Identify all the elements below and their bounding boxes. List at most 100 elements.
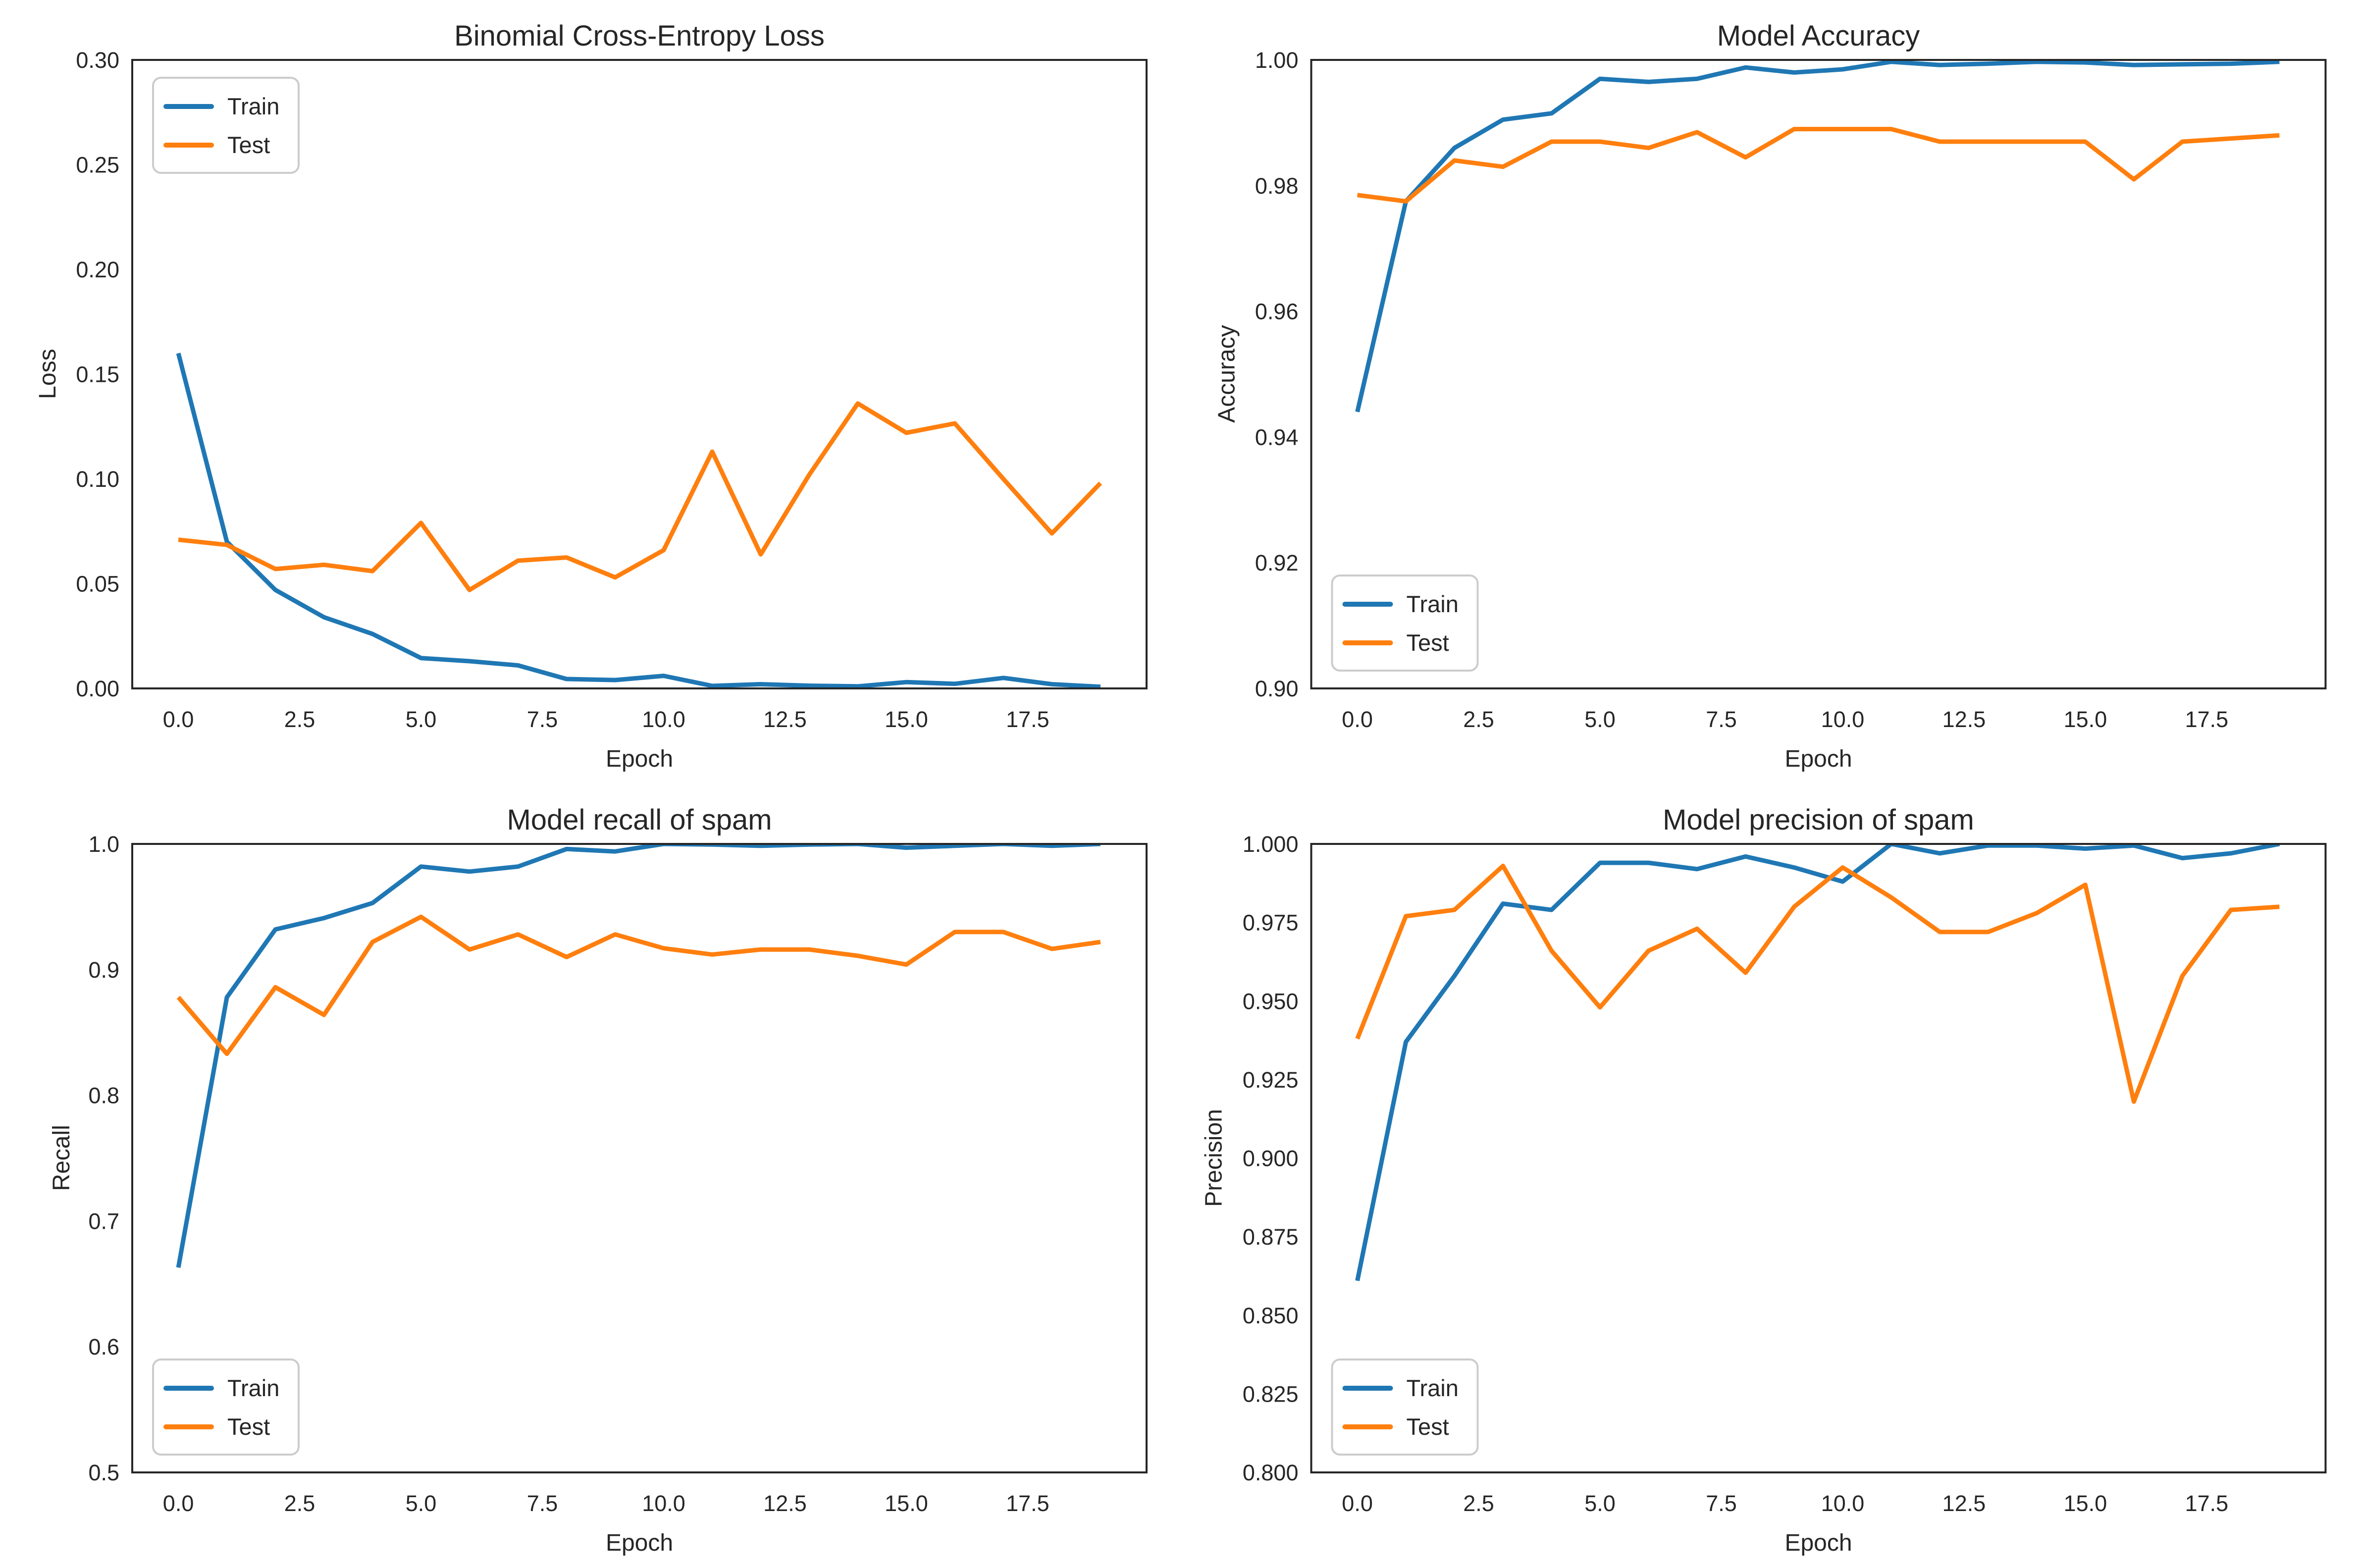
x-tick-label: 0.0 [163,707,194,732]
x-tick-label: 12.5 [1942,1491,1986,1516]
y-axis-label: Precision [1201,1109,1227,1206]
y-tick-label: 0.7 [88,1208,119,1234]
y-tick-label: 1.0 [88,832,119,857]
legend: Train Test [152,1359,300,1456]
x-tick-label: 15.0 [885,1491,928,1516]
x-tick-label: 5.0 [1584,707,1616,732]
loss-chart-quadrant: 0.0 2.5 5.0 7.5 10.0 12.5 15.0 17.5 0.00 0.05 0.10… [0,0,1179,784]
legend-test-label: Test [227,1413,270,1440]
y-axis-label: Recall [49,1125,75,1191]
x-tick-label: 12.5 [763,707,807,732]
axes-frame [1310,843,2327,1473]
accuracy-chart-quadrant: 0.0 2.5 5.0 7.5 10.0 12.5 15.0 17.5 0.90 0.92 0.94… [1179,0,2358,784]
legend-train-label: Train [1407,591,1459,617]
x-tick-label: 10.0 [1821,707,1865,732]
y-axis-label: Loss [35,349,61,399]
test-line [1355,863,2280,1104]
y-tick-label: 0.975 [1243,910,1299,936]
x-tick-label: 5.0 [406,1491,437,1516]
legend-train-label: Train [227,93,279,119]
y-axis-label: Accuracy [1214,325,1240,422]
axes-frame [1310,59,2327,689]
y-tick-label: 0.950 [1243,989,1299,1014]
x-tick-label: 0.0 [1342,707,1373,732]
x-tick-label: 0.0 [163,1491,194,1516]
legend: Train Test [152,77,300,174]
legend: Train Test [1331,1359,1479,1456]
recall-chart-render: 0.0 2.5 5.0 7.5 10.0 12.5 15.0 17.5 0.5 0.6 0.7 0.8… [88,832,1148,1516]
y-tick-label: 0.6 [88,1334,119,1359]
y-tick-label: 0.825 [1243,1381,1299,1407]
x-tick-label: 0.0 [1342,1491,1373,1516]
y-tick-label: 0.30 [76,48,119,73]
x-tick-label: 17.5 [2185,707,2229,732]
x-tick-label: 17.5 [1006,1491,1049,1516]
accuracy-chart: 0.0 2.5 5.0 7.5 10.0 12.5 15.0 17.5 0.90 0.92 0.94… [1214,20,2327,772]
y-tick-label: 0.25 [76,153,119,178]
legend-box [152,1359,300,1456]
y-tick-label: 0.00 [76,676,119,701]
precision-chart-quadrant: 0.0 2.5 5.0 7.5 10.0 12.5 15.0 17.5 0.800 0.825 0.… [1179,784,2358,1568]
precision-chart-render: 0.0 2.5 5.0 7.5 10.0 12.5 15.0 17.5 0.800 0.825 0.… [1243,832,2327,1516]
x-tick-label: 12.5 [763,1491,807,1516]
legend-train-label: Train [227,1375,279,1401]
chart-title: Binomial Cross-Entropy Loss [454,20,825,52]
loss-chart-render: 0.0 2.5 5.0 7.5 10.0 12.5 15.0 17.5 0.00 0.05 0.10… [76,48,1148,732]
x-tick-label: 15.0 [2064,707,2107,732]
legend-box [1331,1359,1479,1456]
x-axis-label: Epoch [1784,1530,1852,1556]
x-tick-label: 7.5 [527,707,558,732]
chart-title: Model Accuracy [1717,20,1920,52]
chart-title: Model precision of spam [1663,804,1974,836]
y-tick-label: 0.9 [88,957,119,983]
y-tick-label: 0.90 [1255,676,1299,701]
y-tick-label: 0.20 [76,257,119,282]
x-tick-label: 12.5 [1942,707,1986,732]
y-tick-label: 1.00 [1255,48,1299,73]
legend-test-label: Test [1407,629,1449,656]
precision-chart: 0.0 2.5 5.0 7.5 10.0 12.5 15.0 17.5 0.800 0.825 0.… [1201,804,2327,1556]
y-tick-label: 0.900 [1243,1146,1299,1171]
train-line [1355,844,2280,1281]
x-axis-label: Epoch [606,1530,673,1556]
x-tick-label: 7.5 [1706,1491,1737,1516]
y-tick-label: 0.94 [1255,424,1299,450]
x-tick-label: 17.5 [2185,1491,2229,1516]
x-tick-label: 5.0 [406,707,437,732]
accuracy-chart-render: 0.0 2.5 5.0 7.5 10.0 12.5 15.0 17.5 0.90 0.92 0.94… [1255,48,2327,732]
loss-chart: 0.0 2.5 5.0 7.5 10.0 12.5 15.0 17.5 0.00 0.05 0.10… [35,20,1148,772]
y-tick-label: 1.000 [1243,832,1299,857]
y-tick-label: 0.5 [88,1460,119,1485]
train-line [176,844,1101,1268]
y-tick-label: 0.92 [1255,550,1299,575]
x-tick-label: 2.5 [284,707,315,732]
recall-chart: 0.0 2.5 5.0 7.5 10.0 12.5 15.0 17.5 0.5 0.6 0.7 0.8… [49,804,1148,1556]
chart-title: Model recall of spam [507,804,772,836]
x-tick-label: 10.0 [642,707,685,732]
train-line [1355,60,2280,413]
legend-box [152,77,300,174]
x-tick-label: 2.5 [1463,1491,1494,1516]
legend-test-label: Test [1407,1413,1449,1440]
y-tick-label: 0.875 [1243,1224,1299,1250]
legend-box [1331,575,1479,672]
test-line [178,401,1102,592]
x-tick-label: 7.5 [1706,707,1737,732]
x-tick-label: 2.5 [284,1491,315,1516]
y-tick-label: 0.925 [1243,1067,1299,1093]
y-tick-label: 0.15 [76,362,119,387]
test-line [1357,127,2280,204]
y-tick-label: 0.10 [76,467,119,492]
y-tick-label: 0.8 [88,1083,119,1108]
axes-frame [131,843,1148,1473]
x-tick-label: 2.5 [1463,707,1494,732]
legend: Train Test [1331,575,1479,672]
recall-chart-quadrant: 0.0 2.5 5.0 7.5 10.0 12.5 15.0 17.5 0.5 0.6 0.7 0.8… [0,784,1179,1568]
x-tick-label: 10.0 [1821,1491,1865,1516]
train-line [176,353,1101,688]
y-tick-label: 0.05 [76,572,119,597]
x-axis-label: Epoch [1784,746,1852,772]
x-tick-label: 7.5 [527,1491,558,1516]
y-tick-label: 0.800 [1243,1460,1299,1485]
